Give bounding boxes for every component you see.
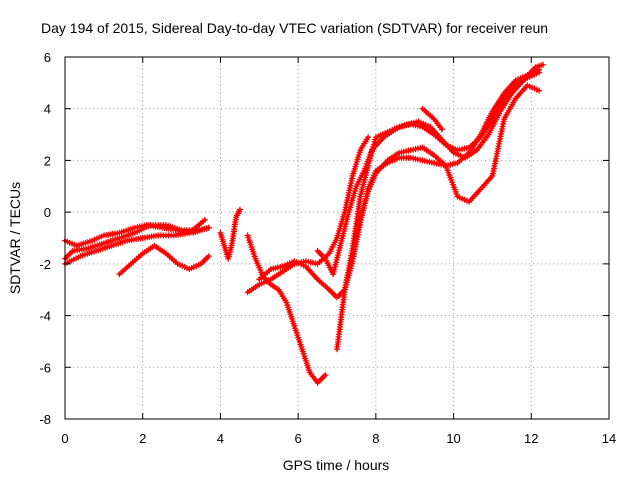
data-point: [365, 134, 372, 141]
y-tick-label: -2: [39, 257, 51, 272]
data-point: [536, 69, 543, 76]
data-point: [536, 87, 543, 94]
x-tick-label: 4: [217, 431, 224, 446]
series-track-b: [62, 216, 208, 267]
data-point: [539, 61, 546, 68]
y-tick-label: 6: [44, 50, 51, 65]
data-point: [201, 216, 208, 223]
axis-ticks: [64, 56, 610, 420]
plot-frame: [64, 56, 610, 420]
x-tick-label: 10: [446, 431, 460, 446]
data-point: [322, 372, 329, 378]
data-point: [205, 253, 212, 260]
series-track-l: [419, 105, 445, 133]
data-point: [438, 126, 445, 133]
series-track-f: [244, 232, 329, 386]
data-point: [205, 224, 212, 231]
data-point: [236, 206, 243, 213]
y-tick-label: 2: [44, 153, 51, 168]
x-tick-label: 14: [602, 431, 616, 446]
series-track-d: [116, 242, 212, 278]
x-tick-label: 2: [139, 431, 146, 446]
x-tick-label: 12: [524, 431, 538, 446]
y-tick-label: -4: [39, 309, 51, 324]
series-line: [335, 71, 541, 351]
y-tick-labels: -8 -6 -4 -2 0 2 4 6: [39, 50, 51, 427]
y-tick-label: 4: [44, 102, 51, 117]
series-track-c: [62, 222, 212, 262]
x-tick-label: 6: [295, 431, 302, 446]
series-track-i: [314, 61, 546, 278]
x-tick-label: 0: [61, 431, 68, 446]
y-tick-label: -6: [39, 360, 51, 375]
series-track-k: [349, 82, 543, 260]
data-series: [62, 61, 546, 386]
x-tick-labels: 0 2 4 6 8 10 12 14: [61, 431, 616, 446]
series-track-e: [217, 206, 243, 262]
chart-title: Day 194 of 2015, Sidereal Day-to-day VTE…: [41, 20, 548, 36]
y-axis-label: SDTVAR / TECUs: [7, 182, 23, 294]
x-tick-label: 8: [372, 431, 379, 446]
y-tick-label: -8: [39, 412, 51, 427]
y-tick-label: 0: [44, 205, 51, 220]
x-axis-label: GPS time / hours: [283, 457, 390, 473]
